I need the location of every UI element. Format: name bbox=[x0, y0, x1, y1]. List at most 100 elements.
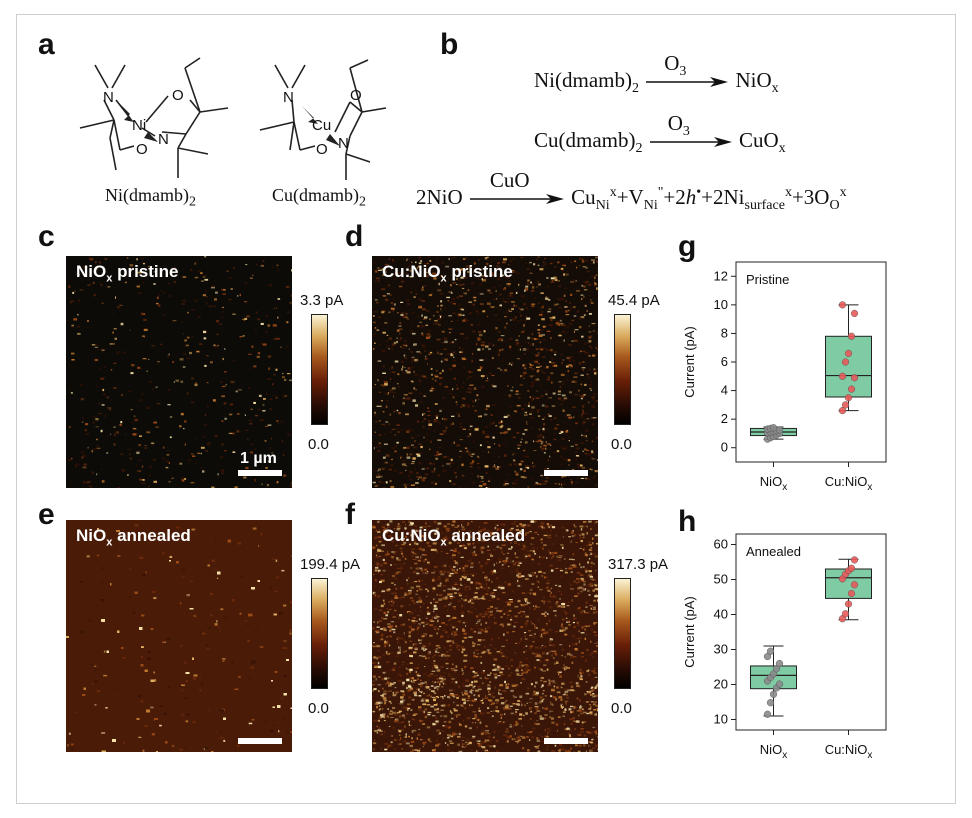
x-tick-label: Cu:NiOx bbox=[825, 742, 873, 761]
y-tick-label: 50 bbox=[714, 572, 728, 587]
data-point bbox=[844, 600, 853, 608]
data-point bbox=[775, 680, 784, 688]
data-point bbox=[838, 372, 847, 380]
y-tick-label: 2 bbox=[721, 411, 728, 426]
y-tick-label: 60 bbox=[714, 537, 728, 552]
y-tick-label: 4 bbox=[721, 383, 728, 398]
data-point bbox=[850, 556, 859, 564]
y-tick-label: 40 bbox=[714, 607, 728, 622]
atom-ni: Ni bbox=[132, 117, 146, 134]
atom-o: O bbox=[136, 141, 148, 158]
data-point bbox=[769, 424, 778, 432]
data-point bbox=[850, 309, 859, 318]
data-point bbox=[844, 394, 853, 402]
data-point bbox=[844, 349, 853, 358]
afm-label: NiOx pristine bbox=[76, 262, 179, 285]
colorbar-d bbox=[614, 314, 631, 425]
y-tick-label: 0 bbox=[721, 440, 728, 455]
colorbar-max: 199.4 pA bbox=[300, 556, 361, 573]
x-tick-label: NiOx bbox=[760, 742, 787, 761]
x-tick-label: NiOx bbox=[760, 474, 787, 493]
afm-label: Cu:NiOx pristine bbox=[382, 262, 513, 285]
atom-o: O bbox=[172, 87, 184, 104]
atom-cu: Cu bbox=[312, 117, 331, 134]
panel-label-a: a bbox=[38, 28, 55, 61]
afm-texture bbox=[66, 520, 292, 752]
colorbar-min: 0.0 bbox=[308, 436, 329, 453]
colorbar-min: 0.0 bbox=[611, 436, 632, 453]
chart-annotation: Annealed bbox=[746, 544, 801, 559]
colorbar-min: 0.0 bbox=[611, 700, 632, 717]
data-point bbox=[847, 589, 856, 598]
afm-label: Cu:NiOx annealed bbox=[382, 526, 526, 549]
atom-o: O bbox=[316, 141, 328, 158]
afm-texture bbox=[372, 256, 598, 488]
colorbar-c bbox=[311, 314, 328, 425]
afm-image-nio-annealed: NiOx annealed bbox=[66, 520, 292, 752]
reaction-1: Ni(dmamb)2 O3 NiOx bbox=[534, 51, 779, 97]
data-point bbox=[850, 374, 859, 382]
panel-label-b: b bbox=[440, 28, 459, 61]
atom-n: N bbox=[158, 131, 169, 148]
data-point bbox=[841, 610, 850, 618]
atom-n: N bbox=[338, 135, 349, 152]
y-tick-label: 12 bbox=[714, 268, 728, 283]
afm-image-cunio-pristine: Cu:NiOx pristine bbox=[372, 256, 598, 488]
data-point bbox=[769, 690, 778, 698]
scalebar bbox=[544, 738, 588, 744]
cu-complex-name: Cu(dmamb)2 bbox=[272, 185, 366, 210]
y-tick-label: 8 bbox=[721, 325, 728, 340]
afm-texture bbox=[372, 520, 598, 752]
atom-n: N bbox=[103, 89, 114, 106]
data-point bbox=[838, 301, 847, 309]
panel-label-f: f bbox=[345, 498, 355, 531]
colorbar-max: 317.3 pA bbox=[608, 556, 669, 573]
data-point bbox=[766, 647, 775, 655]
colorbar-e bbox=[311, 578, 328, 689]
scalebar bbox=[238, 470, 282, 476]
colorbar-min: 0.0 bbox=[308, 700, 329, 717]
data-point bbox=[841, 401, 850, 409]
colorbar-f bbox=[614, 578, 631, 689]
chart-annotation: Pristine bbox=[746, 272, 789, 287]
panel-label-h: h bbox=[678, 505, 697, 538]
scalebar bbox=[544, 470, 588, 476]
y-axis-label: Current (pA) bbox=[682, 596, 697, 668]
reaction-3: 2NiO CuO CuNix+VNi"+2h•+2Nisurfacex+3OOx bbox=[416, 168, 847, 214]
afm-image-cunio-annealed: Cu:NiOx annealed bbox=[372, 520, 598, 752]
data-point bbox=[841, 358, 850, 366]
atom-n: N bbox=[283, 89, 294, 106]
ni-complex-name: Ni(dmamb)2 bbox=[105, 185, 196, 210]
y-tick-label: 6 bbox=[721, 354, 728, 369]
data-point bbox=[847, 564, 856, 572]
data-point bbox=[838, 406, 847, 415]
data-point bbox=[850, 581, 859, 589]
y-axis-label: Current (pA) bbox=[682, 326, 697, 398]
scalebar bbox=[238, 738, 282, 744]
molecular-structures: N Ni O O N N Cu O O N bbox=[79, 57, 387, 180]
figure-frame bbox=[16, 14, 956, 804]
y-tick-label: 10 bbox=[714, 712, 728, 727]
afm-label: NiOx annealed bbox=[76, 526, 191, 549]
data-point bbox=[847, 332, 856, 340]
panel-label-c: c bbox=[38, 220, 55, 253]
y-tick-label: 10 bbox=[714, 297, 728, 312]
panel-label-g: g bbox=[678, 230, 697, 263]
panel-label-d: d bbox=[345, 220, 364, 253]
scalebar-label: 1 µm bbox=[240, 450, 277, 467]
colorbar-max: 45.4 pA bbox=[608, 292, 660, 309]
reaction-2: Cu(dmamb)2 O3 CuOx bbox=[534, 111, 786, 157]
colorbar-max: 3.3 pA bbox=[300, 292, 344, 309]
afm-image-nio-pristine: NiOx pristine 1 µm bbox=[66, 256, 292, 488]
data-point bbox=[775, 659, 784, 668]
y-tick-label: 20 bbox=[714, 677, 728, 692]
panel-label-e: e bbox=[38, 498, 55, 531]
data-point bbox=[847, 385, 856, 393]
data-point bbox=[763, 710, 772, 718]
boxplot-pristine: 0 2 4 6 8 10 12 Current (pA) Pristine NiOx Cu:NiOx bbox=[682, 261, 887, 493]
x-tick-label: Cu:NiOx bbox=[825, 474, 873, 493]
afm-texture bbox=[66, 256, 292, 488]
atom-o: O bbox=[350, 87, 362, 104]
y-tick-label: 30 bbox=[714, 642, 728, 657]
data-point bbox=[766, 699, 775, 707]
